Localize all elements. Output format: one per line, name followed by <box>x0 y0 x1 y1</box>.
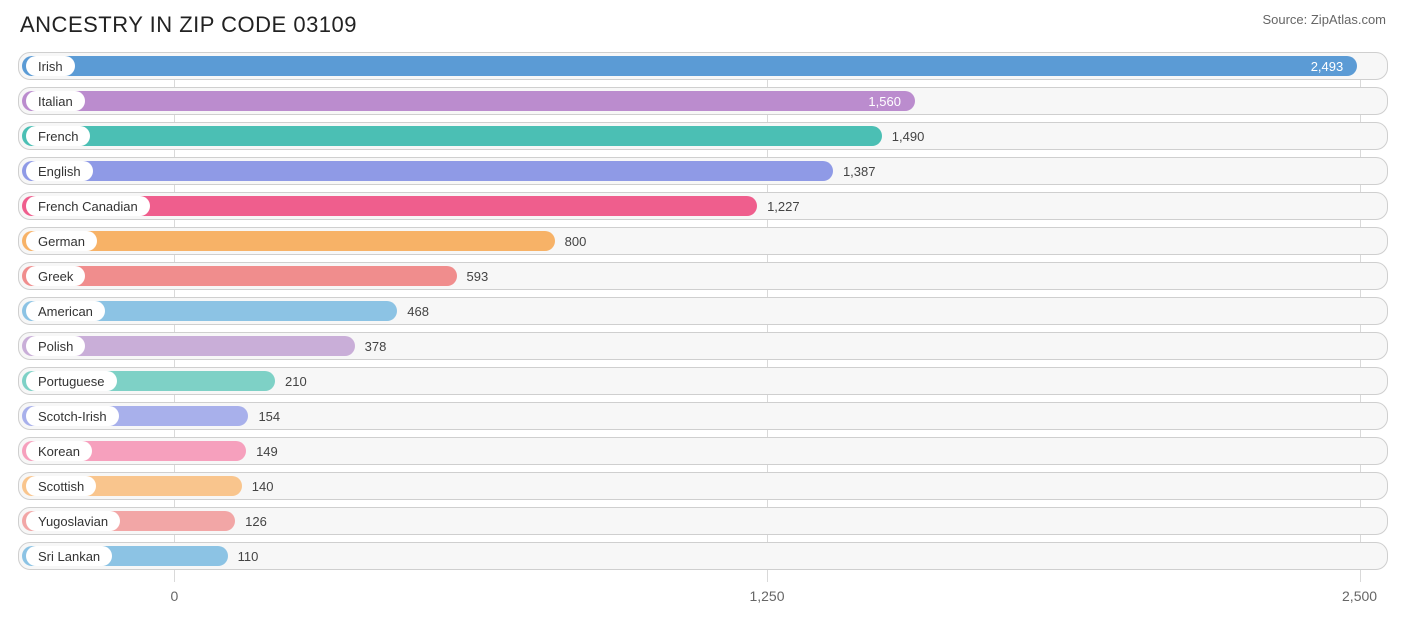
bar-row: Sri Lankan 110 <box>18 542 1388 570</box>
bar-fill <box>22 161 833 181</box>
bar-row: Scottish 140 <box>18 472 1388 500</box>
bar-label: Irish <box>26 56 75 76</box>
bar-label: French <box>26 126 90 146</box>
bar-value: 1,387 <box>843 158 876 184</box>
bar-value: 1,560 <box>868 88 901 114</box>
bar-value: 154 <box>258 403 280 429</box>
bar-fill <box>22 231 555 251</box>
chart-source: Source: ZipAtlas.com <box>1262 12 1386 27</box>
x-axis: 0 1,250 2,500 <box>18 582 1388 612</box>
bar-value: 149 <box>256 438 278 464</box>
bar-row: Irish 2,493 <box>18 52 1388 80</box>
bar-row: Greek 593 <box>18 262 1388 290</box>
bar-fill <box>22 91 915 111</box>
x-tick-label: 1,250 <box>749 588 784 604</box>
bar-label: Greek <box>26 266 85 286</box>
chart-title: ANCESTRY IN ZIP CODE 03109 <box>20 12 357 38</box>
bar-row: Portuguese 210 <box>18 367 1388 395</box>
chart-header: ANCESTRY IN ZIP CODE 03109 Source: ZipAt… <box>0 0 1406 42</box>
bar-row: Polish 378 <box>18 332 1388 360</box>
bar-row: Korean 149 <box>18 437 1388 465</box>
bar-fill <box>22 56 1357 76</box>
bar-value: 1,227 <box>767 193 800 219</box>
bar-row: American 468 <box>18 297 1388 325</box>
bar-value: 2,493 <box>1311 53 1344 79</box>
bar-label: Sri Lankan <box>26 546 112 566</box>
bar-label: Korean <box>26 441 92 461</box>
bar-row: Yugoslavian 126 <box>18 507 1388 535</box>
bar-label: Italian <box>26 91 85 111</box>
bar-row: Italian 1,560 <box>18 87 1388 115</box>
bar-value: 468 <box>407 298 429 324</box>
bar-value: 800 <box>565 228 587 254</box>
bar-fill <box>22 126 882 146</box>
bar-row: English 1,387 <box>18 157 1388 185</box>
x-tick-label: 2,500 <box>1342 588 1377 604</box>
bar-label: Yugoslavian <box>26 511 120 531</box>
bar-label: English <box>26 161 93 181</box>
bar-value: 126 <box>245 508 267 534</box>
bar-label: Scottish <box>26 476 96 496</box>
bar-value: 593 <box>467 263 489 289</box>
bar-label: German <box>26 231 97 251</box>
bar-row: French 1,490 <box>18 122 1388 150</box>
bar-label: French Canadian <box>26 196 150 216</box>
bar-fill <box>22 266 457 286</box>
bar-row: French Canadian 1,227 <box>18 192 1388 220</box>
bar-value: 110 <box>238 543 259 569</box>
chart-area: Irish 2,493 Italian 1,560 French 1,490 English… <box>18 52 1388 612</box>
bar-row: Scotch-Irish 154 <box>18 402 1388 430</box>
bar-value: 210 <box>285 368 307 394</box>
bar-value: 1,490 <box>892 123 925 149</box>
bar-label: Portuguese <box>26 371 117 391</box>
bar-label: Polish <box>26 336 85 356</box>
bar-label: American <box>26 301 105 321</box>
x-tick-label: 0 <box>171 588 179 604</box>
bar-value: 378 <box>365 333 387 359</box>
chart-bars: Irish 2,493 Italian 1,560 French 1,490 English… <box>18 52 1388 570</box>
bar-value: 140 <box>252 473 274 499</box>
bar-label: Scotch-Irish <box>26 406 119 426</box>
bar-row: German 800 <box>18 227 1388 255</box>
